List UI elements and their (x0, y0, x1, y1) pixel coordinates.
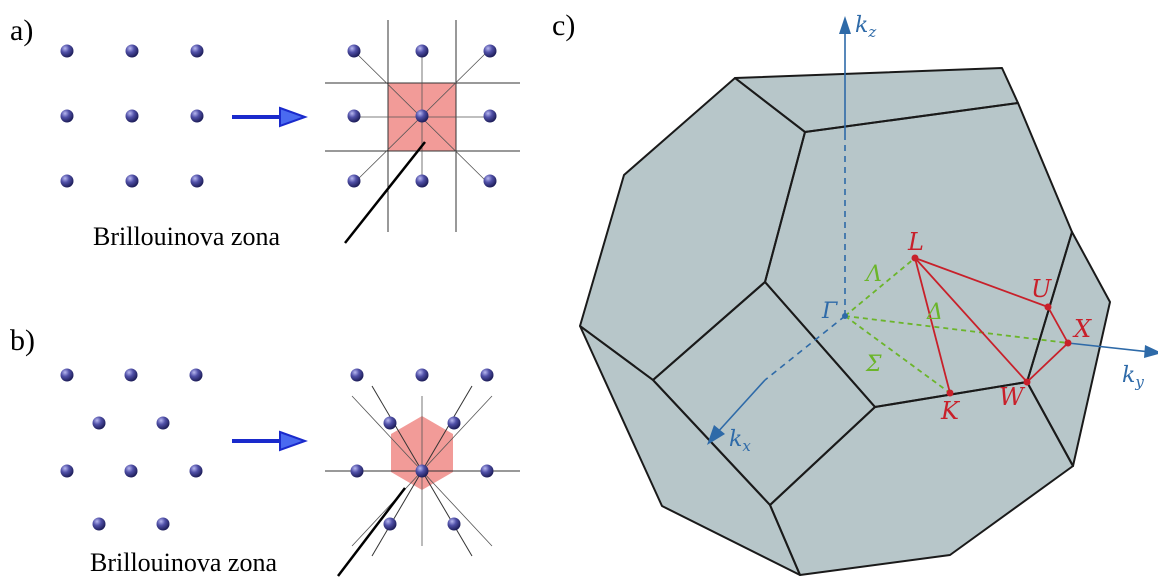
lattice-atom (60, 109, 74, 123)
lattice-atom (383, 416, 397, 430)
square-lattice-left (60, 44, 204, 188)
label-L: L (907, 228, 924, 256)
lattice-atom (60, 174, 74, 188)
label-Delta: Δ (926, 300, 943, 325)
lattice-atom (350, 368, 364, 382)
point-L (911, 254, 919, 262)
high-symmetry-points (842, 254, 1072, 397)
lattice-atom (347, 44, 361, 58)
lattice-atom (156, 517, 170, 531)
lattice-atom (415, 464, 429, 478)
lattice-atom (415, 174, 429, 188)
irreducible-zone-path (914, 257, 1069, 394)
lattice-atom (189, 368, 203, 382)
lattice-atom (347, 174, 361, 188)
hexagonal-lattice-right (350, 368, 494, 531)
lattice-atom (347, 109, 361, 123)
kx-arrow-icon (707, 425, 725, 445)
arrow-a-icon (232, 106, 308, 128)
label-W: W (999, 383, 1026, 411)
lattice-atom (125, 44, 139, 58)
kz-arrow-icon (839, 16, 851, 34)
label-kz: kz (855, 13, 876, 41)
label-ky: ky (1122, 363, 1144, 391)
panel-a-label: a) (10, 14, 33, 47)
ky-arrow-icon (1144, 345, 1158, 358)
point-Gamma (842, 313, 848, 319)
point-W (1023, 378, 1031, 386)
lattice-atom (415, 109, 429, 123)
high-symmetry-lines (844, 257, 1069, 394)
lattice-atom (447, 517, 461, 531)
label-kx: kx (729, 427, 751, 455)
caption-a: Brillouinova zona (93, 222, 280, 251)
lattice-atom (125, 174, 139, 188)
lattice-atom (60, 368, 74, 382)
label-Gamma: Γ (821, 299, 838, 324)
lattice-atom (60, 44, 74, 58)
pointer-line-a (344, 141, 426, 244)
arrow-b-icon (232, 430, 308, 452)
lattice-atom (483, 44, 497, 58)
lattice-atom (125, 109, 139, 123)
lattice-atom (415, 368, 429, 382)
label-X: X (1072, 315, 1092, 343)
hexagonal-lattice-left (60, 368, 203, 531)
lattice-atom (190, 174, 204, 188)
label-Lambda: Λ (864, 262, 882, 287)
caption-b: Brillouinova zona (90, 548, 277, 577)
point-U (1044, 303, 1052, 311)
lattice-atom (124, 464, 138, 478)
lattice-atom (447, 416, 461, 430)
lattice-atom (156, 416, 170, 430)
label-U: U (1031, 275, 1052, 303)
point-K (946, 389, 954, 397)
square-lattice-right (347, 44, 497, 188)
panel-c-label: c) (552, 9, 575, 42)
lattice-atom (190, 44, 204, 58)
face-lower-left (579, 325, 801, 576)
lattice-atom (383, 517, 397, 531)
lattice-atom (483, 109, 497, 123)
pointer-line-b (337, 487, 406, 577)
lattice-atom (92, 416, 106, 430)
panel-b-label: b) (10, 324, 35, 357)
lattice-atom (60, 464, 74, 478)
lattice-atom (189, 464, 203, 478)
lattice-atom (415, 44, 429, 58)
lattice-atom (350, 464, 364, 478)
label-K: K (940, 397, 961, 425)
lattice-atom (480, 368, 494, 382)
truncated-octahedron (579, 67, 1111, 576)
lattice-atom (92, 517, 106, 531)
label-Sigma: Σ (865, 352, 882, 377)
lattice-atom (124, 368, 138, 382)
k-axes (707, 16, 1158, 445)
lattice-atom (190, 109, 204, 123)
point-X (1064, 339, 1072, 347)
lattice-atom (483, 174, 497, 188)
lattice-atom (480, 464, 494, 478)
